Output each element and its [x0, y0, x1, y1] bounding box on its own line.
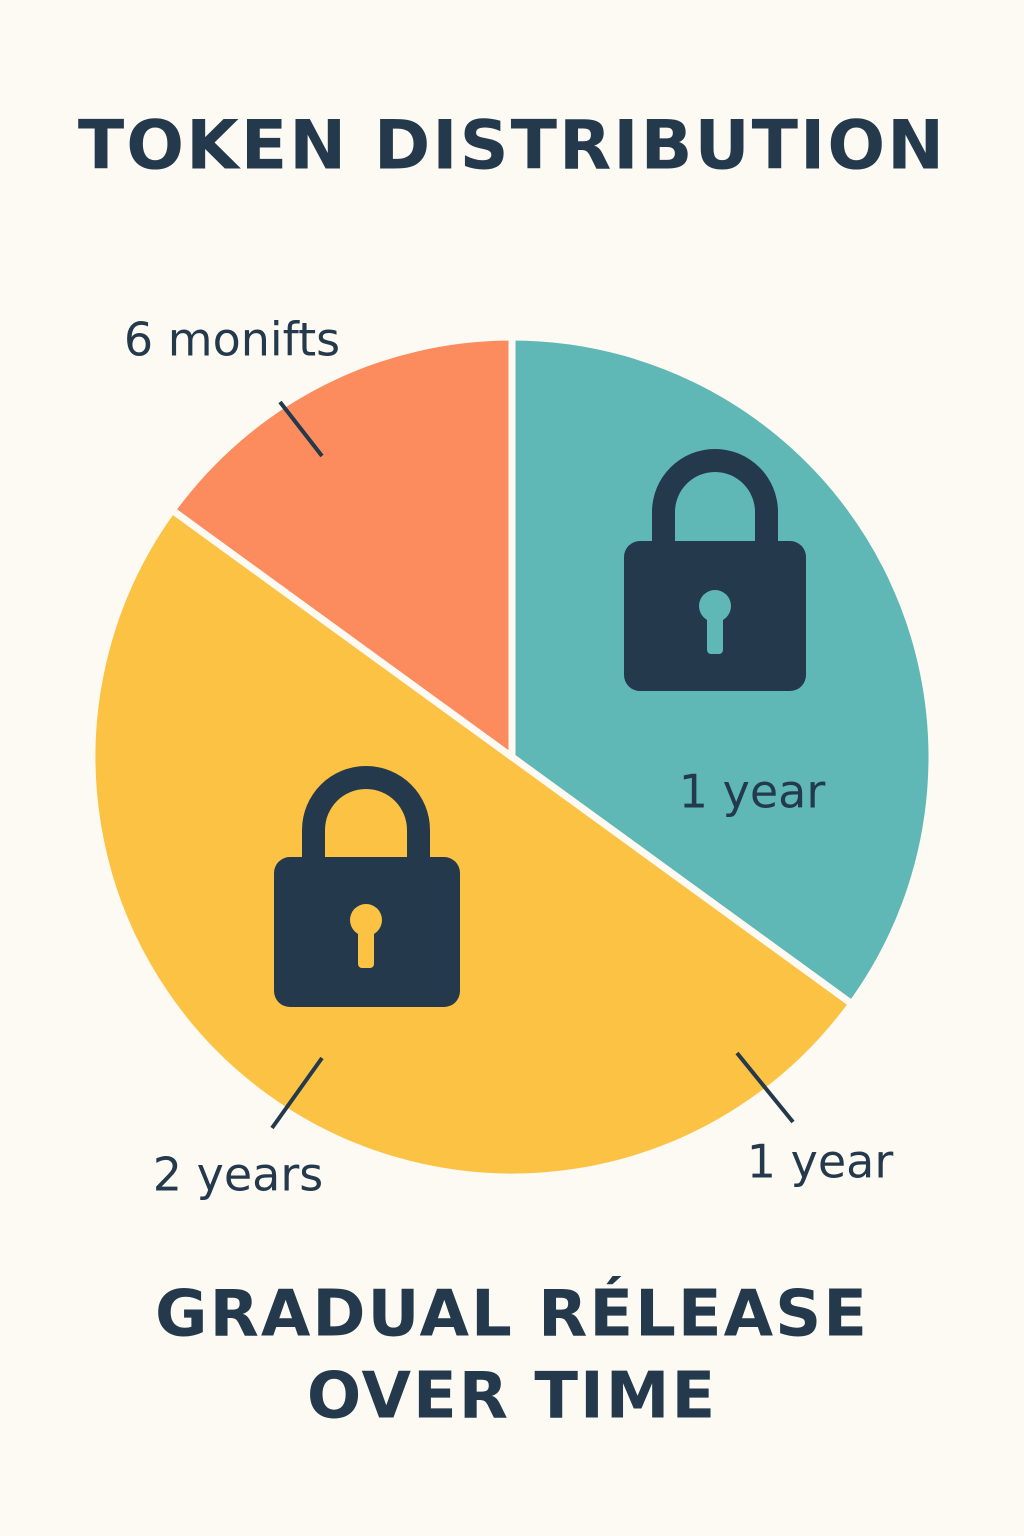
slice-label: 1 year [679, 765, 826, 819]
lock-icon [274, 766, 460, 1007]
annotation: 1 year [747, 1135, 894, 1189]
slice-label: 6 monifts [124, 313, 340, 367]
pie-slice [168, 333, 516, 761]
footer-line: GRADUAL RÉLEASE [155, 1276, 869, 1352]
lock-icon [624, 449, 806, 691]
pie [88, 333, 936, 1181]
leader-line [278, 400, 324, 458]
slice-label: 2 years [153, 1148, 323, 1202]
leader-line [735, 1051, 795, 1124]
leader-line [270, 1056, 324, 1130]
footer-line: OVER TIME [307, 1360, 717, 1434]
pie-slice [88, 506, 856, 1181]
chart-title: TOKEN DISTRIBUTION [78, 107, 946, 186]
